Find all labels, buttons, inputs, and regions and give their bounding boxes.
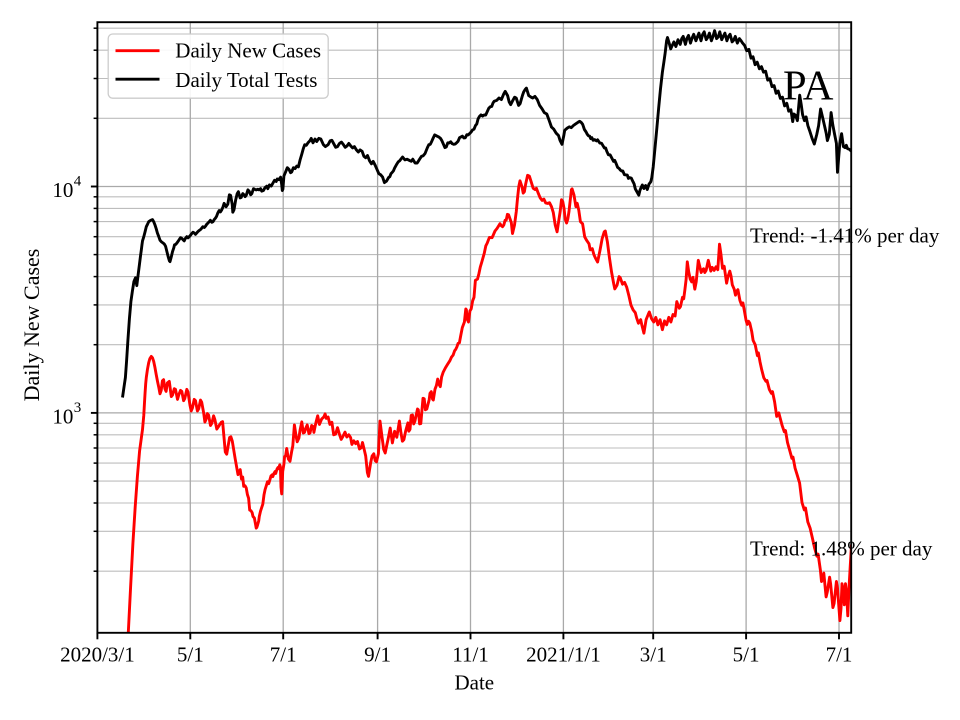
svg-text:5/1: 5/1 (177, 643, 204, 667)
svg-text:Daily New Cases: Daily New Cases (175, 39, 321, 63)
svg-text:Trend: -1.41% per day: Trend: -1.41% per day (750, 224, 940, 248)
svg-text:10: 10 (52, 404, 73, 428)
svg-text:11/1: 11/1 (452, 643, 489, 667)
svg-text:10: 10 (52, 178, 73, 202)
svg-text:Trend: 1.48% per day: Trend: 1.48% per day (750, 537, 933, 561)
svg-text:3: 3 (74, 400, 82, 416)
svg-text:5/1: 5/1 (733, 643, 760, 667)
svg-text:4: 4 (74, 173, 82, 189)
svg-text:Daily New Cases: Daily New Cases (19, 249, 44, 402)
svg-text:7/1: 7/1 (826, 643, 853, 667)
svg-text:7/1: 7/1 (270, 643, 297, 667)
svg-text:3/1: 3/1 (640, 643, 667, 667)
svg-text:Daily Total Tests: Daily Total Tests (175, 68, 317, 92)
svg-text:2020/3/1: 2020/3/1 (60, 643, 135, 667)
svg-text:2021/1/1: 2021/1/1 (526, 643, 601, 667)
svg-text:PA: PA (783, 62, 834, 109)
svg-text:9/1: 9/1 (364, 643, 391, 667)
svg-text:Date: Date (454, 670, 494, 694)
